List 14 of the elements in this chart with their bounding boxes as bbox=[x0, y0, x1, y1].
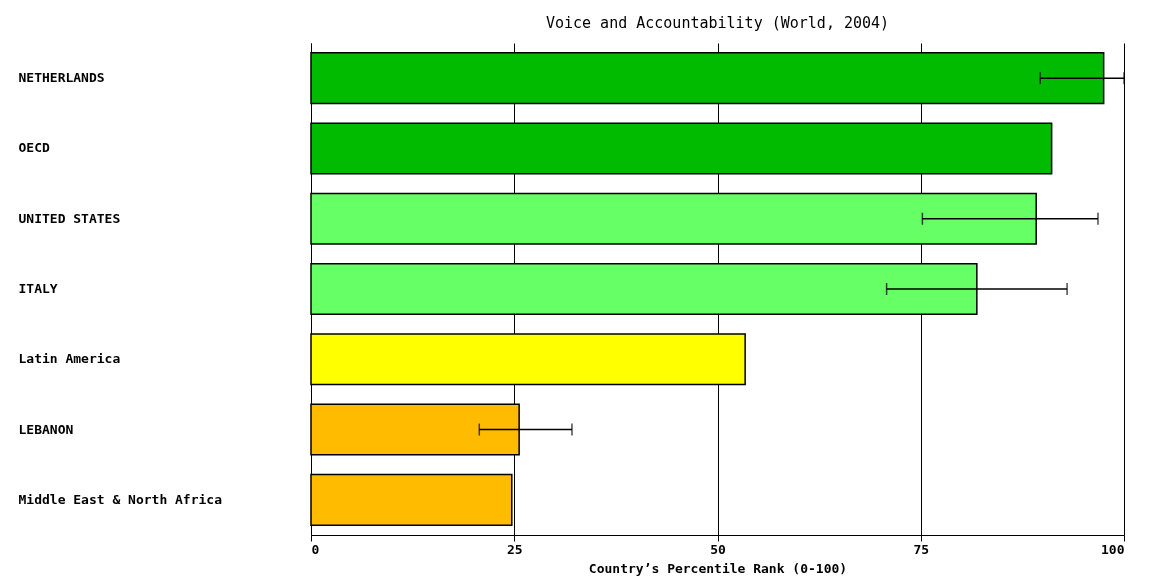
y-tick-label: NETHERLANDS bbox=[18, 70, 105, 86]
x-tick-label: 0 bbox=[311, 541, 320, 557]
x-tick-label: 75 bbox=[913, 541, 930, 557]
x-tick-label: 50 bbox=[710, 541, 726, 557]
y-tick-label: UNITED STATES bbox=[18, 210, 121, 226]
y-tick-label: OECD bbox=[18, 140, 50, 156]
y-tick-label: Middle East & North Africa bbox=[18, 491, 223, 507]
y-tick-label: LEBANON bbox=[18, 421, 74, 437]
y-tick-label: Latin America bbox=[18, 351, 121, 367]
chart-title: Voice and Accountability (World, 2004) bbox=[545, 14, 890, 32]
x-axis-title: Country’s Percentile Rank (0-100) bbox=[588, 560, 848, 576]
y-tick-label: ITALY bbox=[18, 281, 58, 296]
x-tick-label: 25 bbox=[506, 541, 523, 557]
x-tick-label: 100 bbox=[1101, 541, 1125, 557]
